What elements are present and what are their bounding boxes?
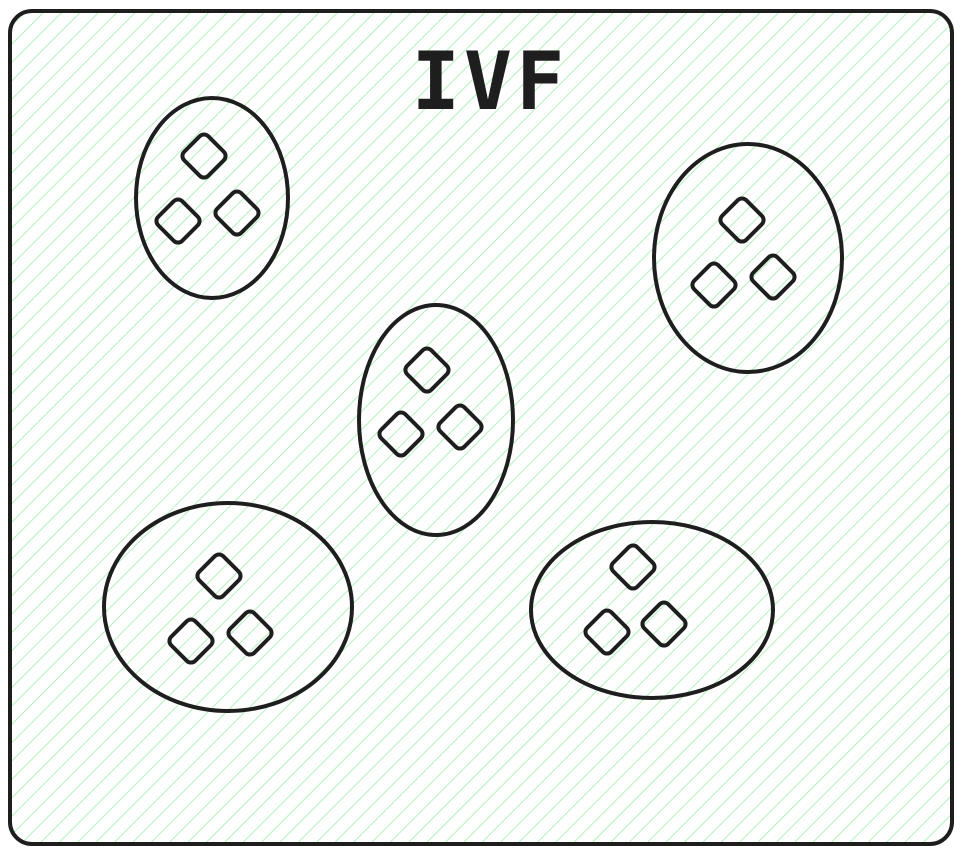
cluster-3 <box>357 303 515 537</box>
cluster-5 <box>529 520 775 700</box>
vector-point <box>609 543 657 591</box>
cluster-boundary <box>529 520 775 700</box>
cluster-boundary <box>652 142 844 374</box>
vector-point <box>718 196 766 244</box>
vector-point <box>213 189 261 237</box>
vector-point <box>180 132 228 180</box>
vector-point <box>167 617 215 665</box>
diagram-title: IVF <box>411 35 569 128</box>
vector-point <box>690 261 738 309</box>
vector-point <box>195 552 243 600</box>
vector-point <box>583 608 631 656</box>
cluster-4 <box>102 501 354 713</box>
cluster-boundary <box>134 96 290 300</box>
cluster-1 <box>134 96 290 300</box>
cluster-boundary <box>102 501 354 713</box>
vector-point <box>436 403 484 451</box>
vector-point <box>377 410 425 458</box>
vector-point <box>640 600 688 648</box>
cluster-boundary <box>357 303 515 537</box>
vector-point <box>749 253 797 301</box>
vector-point <box>403 346 451 394</box>
vector-point <box>154 197 202 245</box>
cluster-2 <box>652 142 844 374</box>
vector-point <box>226 609 274 657</box>
